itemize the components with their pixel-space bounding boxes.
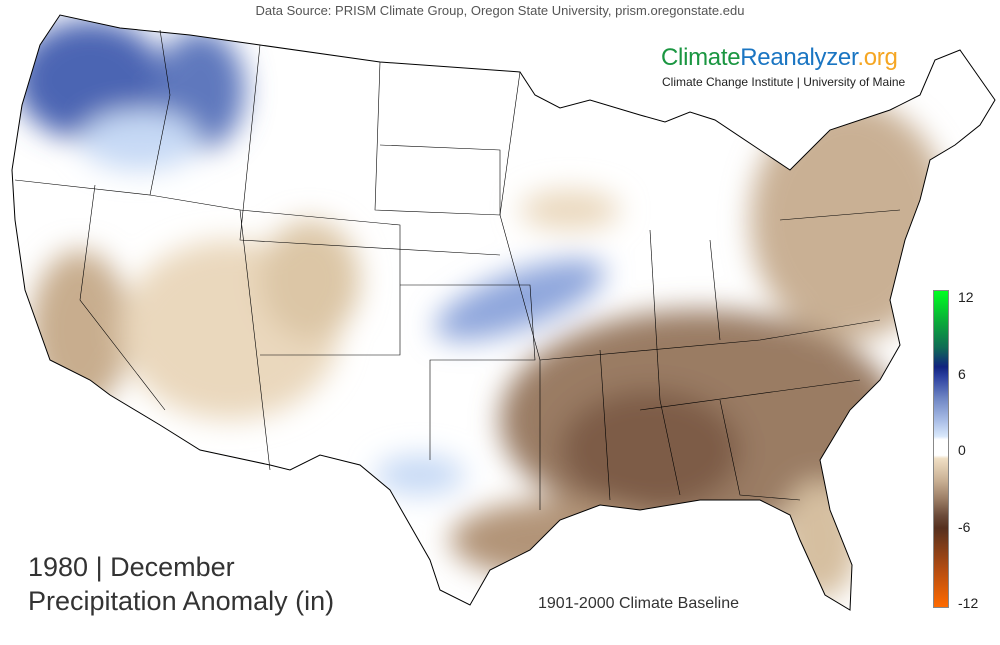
dry-california <box>30 250 130 410</box>
colorbar-tick: 6 <box>958 366 966 382</box>
colorbar-tick: 12 <box>958 289 974 305</box>
wet-zone <box>80 110 200 170</box>
logo-org: .org <box>857 44 898 71</box>
title-variable: Precipitation Anomaly (in) <box>28 586 335 616</box>
baseline-label: 1901-2000 Climate Baseline <box>538 595 740 612</box>
very-dry-deep-south <box>560 390 740 510</box>
dry-florida <box>780 480 860 600</box>
logo-climate: Climate <box>661 44 741 71</box>
institution-tagline: Climate Change Institute | University of… <box>662 75 906 89</box>
wet-pacific-northwest <box>15 20 165 140</box>
state-borders <box>14 29 901 510</box>
colorbar-tick: 0 <box>958 442 966 458</box>
colorbar <box>933 290 949 608</box>
data-source-text: Data Source: PRISM Climate Group, Oregon… <box>255 3 745 18</box>
dry-colorado <box>260 220 360 340</box>
colorbar-tick: -12 <box>958 595 979 611</box>
climate-reanalyzer-logo[interactable]: ClimateReanalyzer.org <box>661 44 898 72</box>
title-date: 1980 | December <box>28 552 235 582</box>
dry-gulf <box>450 500 670 580</box>
map-title: 1980 | December Precipitation Anomaly (i… <box>28 550 334 618</box>
wet-midwest <box>434 259 606 341</box>
dry-iowa <box>520 190 620 230</box>
wet-texas <box>375 455 465 495</box>
colorbar-tick: -6 <box>958 519 971 535</box>
logo-reanalyzer: Reanalyzer <box>740 44 858 71</box>
